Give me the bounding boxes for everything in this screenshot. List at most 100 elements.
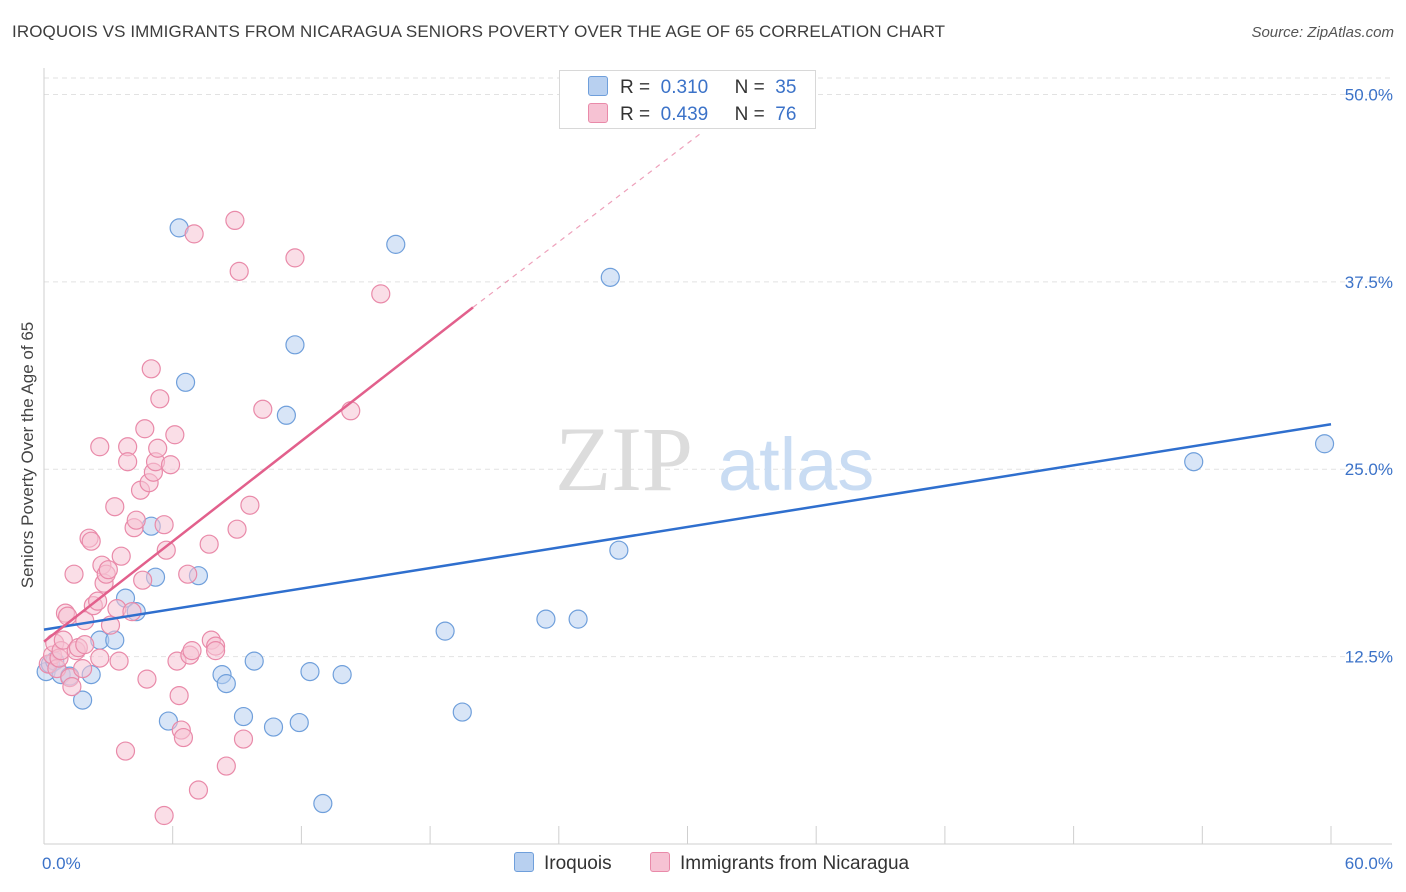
nicaragua-point	[371, 284, 391, 304]
y-tick-label: 50.0%	[1345, 85, 1393, 104]
bottom-legend-nicaragua: Immigrants from Nicaragua	[650, 852, 909, 875]
nicaragua-point	[109, 651, 129, 671]
nicaragua-point	[184, 224, 204, 244]
iroquois-point	[452, 702, 472, 722]
tick-labels: 12.5% 25.0% 37.5% 50.0% 0.0% 60.0%	[42, 85, 1393, 873]
nicaragua-point	[165, 425, 185, 445]
iroquois-point	[609, 540, 629, 560]
nicaragua-point	[169, 685, 189, 706]
nicaragua-point	[135, 419, 155, 439]
nicaragua-point	[154, 805, 174, 826]
legend-n-value: 76	[775, 104, 797, 125]
watermark-zip: ZIP	[555, 408, 693, 510]
correlation-legend: R = 0.310 N = 35 R = 0.439 N = 76	[559, 70, 816, 129]
nicaragua-point	[73, 659, 93, 679]
legend-swatch-iroquois	[588, 76, 608, 96]
nicaragua-point	[199, 534, 219, 554]
nicaragua-point	[182, 641, 202, 661]
iroquois-point	[73, 690, 93, 710]
nicaragua-point	[178, 564, 198, 584]
nicaragua-point	[81, 531, 101, 551]
iroquois-point	[313, 793, 333, 814]
iroquois-point	[263, 717, 284, 737]
legend-row-nicaragua: R = 0.439 N = 76	[588, 103, 796, 127]
iroquois-point	[600, 267, 620, 287]
nicaragua-point	[126, 510, 146, 530]
nicaragua-point	[53, 630, 73, 650]
nicaragua-point	[240, 495, 260, 515]
nicaragua-point	[188, 780, 209, 800]
nicaragua-point	[75, 635, 95, 655]
bottom-legend-swatch-nicaragua	[650, 852, 670, 872]
source-label: Source: ZipAtlas.com	[1251, 24, 1394, 41]
nicaragua-point	[227, 519, 247, 539]
grid-lines	[44, 77, 1392, 658]
y-axis-label: Seniors Poverty Over the Age of 65	[18, 321, 37, 589]
nicaragua-point	[98, 560, 118, 580]
nicaragua-point	[105, 497, 125, 517]
trend-line-nicaragua	[43, 306, 474, 643]
iroquois-point	[300, 662, 320, 682]
trend-lines	[43, 131, 1332, 643]
nicaragua-point	[115, 741, 136, 761]
y-tick-label: 12.5%	[1345, 648, 1393, 667]
iroquois-point	[289, 712, 309, 733]
nicaragua-point	[148, 438, 168, 458]
iroquois-point	[568, 609, 588, 629]
y-tick-label: 25.0%	[1345, 460, 1393, 479]
watermark: ZIP atlas	[555, 408, 874, 510]
axes	[43, 68, 1392, 845]
iroquois-point	[536, 609, 556, 629]
nicaragua-point	[111, 546, 131, 566]
iroquois-point	[285, 335, 305, 355]
watermark-atlas: atlas	[718, 423, 874, 506]
y-tick-label: 37.5%	[1345, 273, 1393, 292]
bottom-legend-iroquois: Iroquois	[514, 852, 612, 875]
nicaragua-point	[160, 455, 181, 475]
nicaragua-point	[122, 602, 142, 622]
nicaragua-point	[285, 248, 305, 268]
iroquois-point	[276, 405, 296, 425]
nicaragua-point	[229, 261, 249, 281]
nicaragua-point	[206, 641, 226, 661]
nicaragua-point	[233, 729, 254, 749]
nicaragua-point	[154, 515, 174, 535]
legend-n-value: 35	[775, 77, 797, 98]
iroquois-point	[244, 651, 264, 671]
nicaragua-point	[150, 389, 170, 409]
nicaragua-point	[173, 727, 194, 748]
iroquois-point	[175, 372, 196, 392]
nicaragua-point	[141, 359, 161, 379]
x-tick-label: 0.0%	[42, 854, 81, 873]
bottom-legend-swatch-iroquois	[514, 852, 534, 872]
legend-r-value: 0.310	[660, 77, 709, 98]
data-points	[36, 210, 1335, 826]
nicaragua-point	[225, 210, 245, 231]
iroquois-point	[233, 706, 254, 727]
nicaragua-point	[90, 437, 110, 457]
nicaragua-point	[133, 570, 153, 590]
nicaragua-point	[137, 669, 157, 689]
x-tick-label: 60.0%	[1345, 854, 1393, 873]
iroquois-point	[435, 621, 455, 641]
legend-row-iroquois: R = 0.310 N = 35	[588, 76, 796, 100]
nicaragua-point	[216, 756, 236, 776]
legend-n-label: N =	[734, 77, 765, 98]
iroquois-point	[1184, 452, 1204, 472]
nicaragua-point	[90, 648, 110, 668]
trend-line-iroquois	[43, 423, 1332, 631]
bottom-legend-label-iroquois: Iroquois	[544, 853, 612, 874]
legend-n-label: N =	[734, 104, 765, 125]
bottom-legend-label-nicaragua: Immigrants from Nicaragua	[680, 853, 910, 874]
iroquois-point	[216, 674, 236, 694]
trend-line-nicaragua-extension	[472, 131, 703, 308]
nicaragua-point	[253, 399, 273, 419]
legend-swatch-nicaragua	[588, 103, 608, 123]
iroquois-point	[1314, 434, 1335, 454]
legend-r-label: R =	[620, 104, 651, 125]
iroquois-point	[386, 234, 406, 254]
nicaragua-point	[341, 401, 361, 421]
iroquois-point	[332, 665, 352, 685]
nicaragua-point	[156, 540, 176, 560]
